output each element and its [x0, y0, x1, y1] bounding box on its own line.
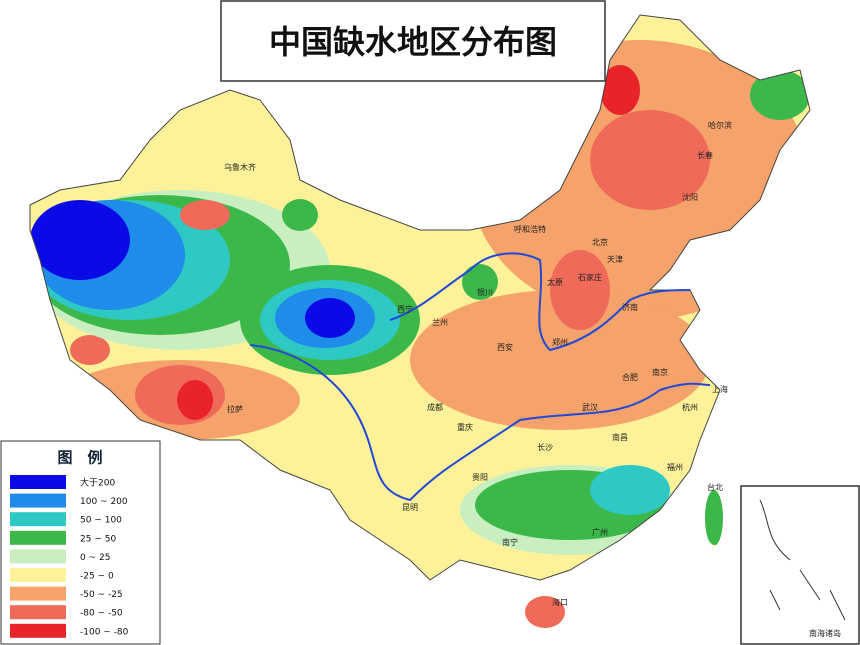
zone [30, 200, 130, 280]
city-label: 海口 [552, 597, 568, 607]
inset-coast [759, 499, 846, 621]
city-label: 杭州 [682, 402, 698, 412]
legend-swatch [10, 623, 66, 638]
city-label: 西宁 [397, 304, 413, 314]
city-label: 石家庄 [578, 272, 602, 282]
city-labels: 乌鲁木齐 哈尔滨 长春 沈阳 北京 天津 呼和浩特 太原 石家庄 济南 西宁 兰… [224, 120, 732, 607]
legend-swatch [10, 475, 66, 489]
city-label: 长春 [697, 150, 713, 160]
legend-title: 图 例 [57, 449, 102, 467]
legend-swatch [10, 586, 66, 601]
legend-swatch [10, 568, 66, 582]
zone [703, 485, 727, 545]
zone [70, 335, 110, 365]
city-label: 北京 [592, 237, 608, 247]
border [29, 14, 811, 581]
city-label: 南昌 [612, 432, 628, 442]
yellow-river [389, 252, 691, 352]
zone [523, 594, 567, 628]
legend-swatch [10, 549, 66, 564]
city-label: 沈阳 [682, 192, 698, 202]
legend-label: 100 ~ 200 [80, 497, 128, 507]
zone [750, 70, 810, 120]
legend-label: 50 ~ 100 [80, 516, 122, 526]
city-label: 武汉 [582, 402, 598, 412]
inset-box [740, 485, 860, 645]
city-label: 哈尔滨 [708, 120, 732, 130]
city-label: 兰州 [432, 317, 448, 327]
legend-swatch [10, 512, 66, 527]
city-label: 昆明 [402, 503, 418, 512]
legend-swatch [10, 493, 66, 508]
zone [282, 199, 318, 231]
city-label: 乌鲁木齐 [224, 162, 256, 172]
zone [305, 298, 355, 338]
legend-label: -80 ~ -50 [80, 609, 123, 619]
legend-label: 0 ~ 25 [80, 553, 110, 563]
legend: 图 例 大于200 100 ~ 200 50 ~ 100 25 ~ 50 0 ~ 25 -… [0, 440, 161, 645]
zone [550, 250, 610, 330]
city-label: 南京 [652, 367, 668, 377]
city-label: 济南 [622, 302, 638, 312]
city-label: 长沙 [537, 442, 553, 452]
map-title: 中国缺水地区分布图 [269, 23, 557, 61]
city-label: 西安 [497, 342, 513, 352]
city-label: 重庆 [457, 422, 473, 432]
inset: 南海诸岛 [740, 485, 860, 645]
city-label: 成都 [427, 402, 443, 412]
city-label: 太原 [547, 277, 563, 287]
zone [462, 264, 498, 300]
yangtze-river [249, 344, 711, 502]
legend-label: 25 ~ 50 [80, 534, 116, 544]
zone [177, 380, 213, 420]
legend-label: -25 ~ 0 [80, 572, 114, 582]
city-label: 拉萨 [227, 404, 243, 414]
city-label: 合肥 [622, 372, 638, 382]
city-label: 台北 [707, 482, 723, 492]
zone [590, 465, 670, 515]
city-label: 银川 [477, 287, 493, 297]
legend-label: -100 ~ -80 [80, 627, 129, 637]
city-label: 呼和浩特 [514, 224, 546, 234]
legend-label: 大于200 [80, 477, 115, 489]
city-label: 郑州 [552, 337, 568, 347]
zone [410, 290, 710, 430]
zone [600, 65, 640, 115]
inset-label: 南海诸岛 [809, 628, 841, 638]
legend-swatch [10, 530, 66, 545]
city-label: 贵阳 [472, 472, 488, 482]
city-label: 福州 [667, 463, 683, 472]
city-label: 南宁 [502, 537, 518, 547]
title-box [220, 0, 606, 82]
legend-label: -50 ~ -25 [80, 590, 123, 600]
city-label: 广州 [592, 527, 608, 537]
legend-swatch [10, 605, 66, 620]
city-label: 上海 [712, 384, 728, 394]
city-label: 天津 [607, 254, 623, 264]
zone [590, 110, 710, 210]
zone [180, 200, 230, 230]
